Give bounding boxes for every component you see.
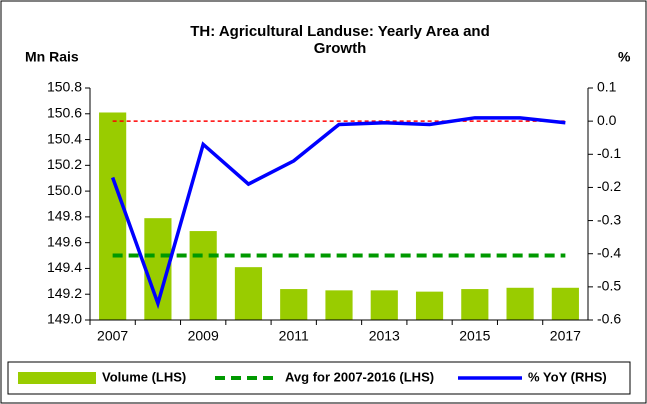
y2-tick-label: 0.1 <box>597 79 617 95</box>
legend-label: Avg for 2007-2016 (LHS) <box>285 369 434 384</box>
legend-label: Volume (LHS) <box>102 369 186 384</box>
bar <box>551 287 579 320</box>
legend-label: % YoY (RHS) <box>528 369 607 384</box>
y2-tick-label: -0.6 <box>597 311 621 327</box>
x-tick-label: 2009 <box>188 328 219 344</box>
y2-tick-label: -0.1 <box>597 145 621 161</box>
bar <box>99 112 127 320</box>
x-tick-label: 2011 <box>279 328 309 344</box>
y-tick-label: 150.2 <box>47 156 82 172</box>
y2-tick-label: -0.5 <box>597 278 621 294</box>
bar <box>370 290 398 320</box>
bar <box>461 289 489 320</box>
y-tick-label: 149.6 <box>47 233 82 249</box>
x-tick-label: 2015 <box>459 328 490 344</box>
y-axis-label: Mn Rais <box>25 49 79 65</box>
y-tick-label: 149.8 <box>47 208 82 224</box>
y-tick-label: 150.6 <box>47 104 82 120</box>
y2-tick-label: -0.4 <box>597 244 621 260</box>
y2-tick-label: 0.0 <box>597 112 617 128</box>
legend-swatch <box>18 372 96 384</box>
y2-axis-label: % <box>618 49 631 65</box>
y-tick-label: 149.2 <box>47 285 82 301</box>
legend-box <box>7 361 631 395</box>
bar <box>234 267 263 320</box>
chart-title: TH: Agricultural Landuse: Yearly Area an… <box>190 23 490 57</box>
y2-tick-label: -0.3 <box>597 211 621 227</box>
y-tick-label: 150.0 <box>47 182 82 198</box>
y-tick-label: 149.4 <box>47 259 82 275</box>
bar <box>280 289 308 320</box>
line-series <box>110 116 566 310</box>
y-tick-label: 149.0 <box>47 311 82 327</box>
y-tick-label: 150.8 <box>47 79 82 95</box>
y-tick-label: 150.4 <box>47 130 82 146</box>
x-tick-label: 2017 <box>550 328 581 344</box>
x-tick-label: 2013 <box>369 328 400 344</box>
bar <box>415 291 444 320</box>
x-tick-label: 2007 <box>97 328 128 344</box>
bar <box>506 287 534 320</box>
y2-tick-label: -0.2 <box>597 178 621 194</box>
bar <box>325 290 353 320</box>
bar <box>189 231 217 320</box>
